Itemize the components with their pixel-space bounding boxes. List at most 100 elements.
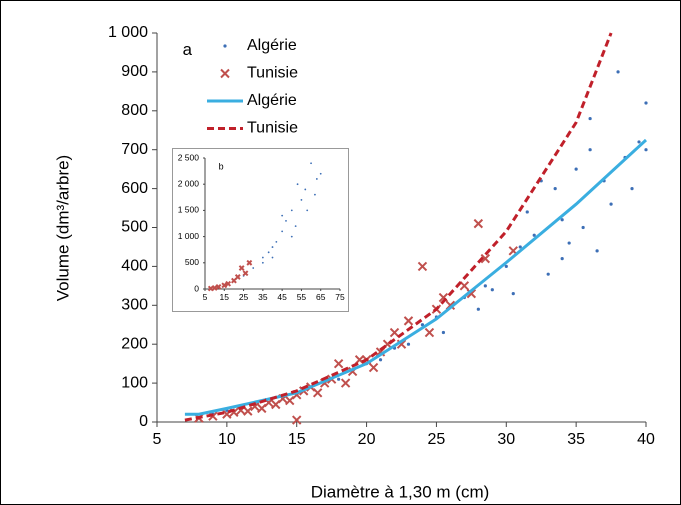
point	[389, 327, 400, 338]
point	[424, 327, 435, 338]
point	[319, 172, 322, 175]
x-tick-label: 25	[239, 292, 249, 302]
panel-label: b	[219, 162, 224, 172]
x-tick-label: 35	[258, 292, 268, 302]
point	[480, 253, 491, 264]
y-tick-label: 0	[139, 413, 148, 430]
x-tick-label: 5	[153, 431, 162, 448]
y-tick-label: 500	[185, 257, 199, 267]
x-tick-label: 45	[277, 292, 287, 302]
point	[644, 148, 648, 152]
x-tick-label: 5	[203, 292, 208, 302]
point	[378, 358, 383, 362]
point	[315, 178, 318, 180]
x-tick-label: 20	[358, 431, 376, 448]
y-tick-label: 700	[121, 141, 148, 158]
point	[337, 377, 341, 381]
point	[476, 307, 480, 311]
point	[243, 406, 253, 416]
point	[473, 218, 484, 229]
point	[518, 245, 522, 249]
point	[441, 330, 446, 335]
point	[314, 193, 316, 196]
y-tick-label: 0	[194, 283, 199, 293]
point	[285, 219, 287, 222]
point	[225, 280, 232, 287]
y-tick-label: 200	[121, 335, 148, 352]
y-tick-label: 900	[121, 63, 148, 80]
point	[333, 358, 344, 369]
y-tick-label: 400	[121, 258, 148, 275]
point	[306, 209, 309, 212]
point	[271, 256, 274, 259]
point	[532, 233, 536, 237]
point	[525, 210, 529, 214]
x-tick-label: 25	[428, 431, 446, 448]
y-tick-label: 1 000	[108, 24, 148, 41]
point	[281, 214, 284, 217]
point	[630, 187, 634, 191]
point	[292, 415, 302, 425]
point	[242, 270, 249, 277]
point	[294, 225, 297, 228]
inset-frame	[172, 148, 349, 312]
x-tick-label: 30	[497, 431, 515, 448]
point	[567, 241, 571, 245]
point	[616, 70, 620, 74]
point	[504, 264, 508, 268]
point	[588, 148, 592, 152]
y-tick-label: 600	[121, 180, 148, 197]
legend-swatch	[220, 68, 230, 79]
y-tick-label: 2 500	[178, 152, 200, 162]
point	[560, 257, 564, 261]
point	[637, 140, 641, 144]
x-axis-title: Diamètre à 1,30 m (cm)	[311, 482, 490, 501]
point	[574, 167, 578, 171]
x-tick-label: 15	[288, 431, 306, 448]
point	[490, 288, 494, 292]
legend-label: Tunisie	[247, 120, 298, 137]
panel-label: a	[183, 40, 193, 59]
x-tick-label: 65	[316, 292, 326, 302]
x-tick-label: 10	[218, 431, 236, 448]
point	[221, 282, 228, 289]
x-tick-label: 15	[220, 292, 230, 302]
fit-line	[184, 32, 613, 422]
legend-label: Algérie	[247, 92, 297, 109]
legend-label: Tunisie	[247, 65, 298, 82]
point	[312, 388, 323, 398]
y-tick-label: 2 000	[178, 178, 200, 188]
point	[290, 209, 293, 212]
point	[252, 267, 255, 269]
point	[304, 188, 307, 191]
point	[368, 362, 379, 373]
point	[246, 259, 253, 266]
point	[215, 283, 222, 290]
point	[211, 285, 218, 291]
point	[483, 284, 487, 288]
point	[560, 218, 564, 222]
point	[340, 378, 351, 388]
point	[281, 230, 284, 233]
point	[275, 240, 278, 243]
point	[296, 183, 299, 186]
point	[290, 235, 293, 238]
point	[406, 342, 411, 346]
point	[511, 292, 515, 296]
y-tick-label: 100	[121, 374, 148, 391]
point	[581, 225, 585, 230]
point	[588, 116, 592, 121]
legend-swatch	[223, 44, 227, 48]
point	[234, 274, 241, 280]
point	[609, 202, 613, 206]
point	[267, 251, 270, 254]
point	[595, 249, 599, 253]
point	[417, 261, 428, 272]
y-axis-title: Volume (dm³/arbre)	[53, 155, 72, 301]
point	[261, 261, 264, 264]
point	[546, 272, 550, 276]
y-tick-label: 1 000	[178, 231, 200, 241]
point	[310, 162, 312, 165]
fit-line	[184, 138, 648, 416]
